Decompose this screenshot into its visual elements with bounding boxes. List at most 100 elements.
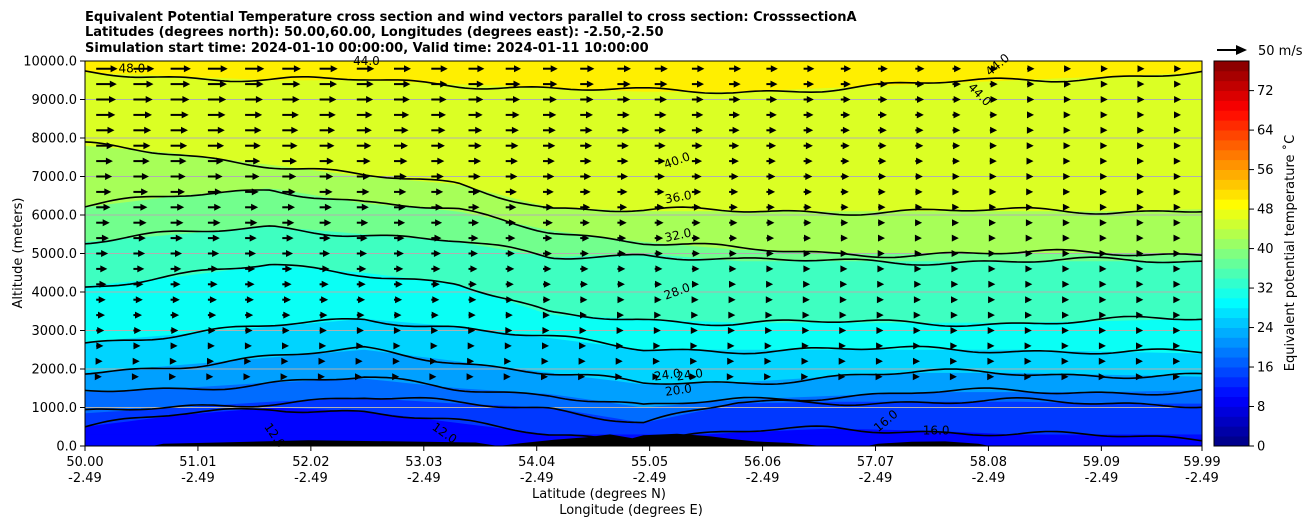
wind-vector bbox=[1061, 373, 1069, 381]
colorbar-segment bbox=[1214, 189, 1249, 200]
wind-vector bbox=[580, 96, 594, 103]
colorbar-segment bbox=[1214, 357, 1249, 368]
wind-vector bbox=[394, 188, 407, 196]
colorbar-label: Equivalent potential temperature ˚C bbox=[1282, 135, 1298, 371]
wind-vector bbox=[691, 142, 703, 150]
wind-vector bbox=[505, 96, 520, 103]
wind-vector bbox=[840, 188, 849, 196]
x-tick-label-lat: 53.03 bbox=[405, 455, 442, 470]
wind-vector bbox=[207, 342, 215, 350]
colorbar-frame bbox=[1213, 60, 1250, 447]
wind-vector bbox=[467, 357, 475, 365]
wind-vector bbox=[1173, 188, 1181, 196]
wind-vector bbox=[690, 327, 698, 334]
colorbar-segment bbox=[1214, 386, 1249, 398]
wind-vector bbox=[207, 142, 225, 150]
wind-vector bbox=[505, 157, 518, 165]
wind-vector bbox=[915, 203, 923, 211]
wind-vector bbox=[875, 373, 883, 381]
wind-vector bbox=[133, 111, 152, 119]
wind-vector bbox=[727, 342, 735, 350]
colorbar-segment bbox=[1214, 228, 1249, 240]
wind-vector bbox=[282, 280, 292, 288]
wind-vector bbox=[878, 234, 885, 242]
wind-vector bbox=[1173, 373, 1180, 381]
colorbar-segment bbox=[1214, 209, 1249, 220]
wind-vector bbox=[543, 173, 555, 180]
wind-vector bbox=[617, 173, 628, 180]
wind-vector bbox=[1025, 234, 1033, 242]
wind-vector bbox=[133, 203, 148, 211]
wind-vector bbox=[96, 173, 113, 180]
wind-vector bbox=[319, 96, 337, 103]
wind-vector bbox=[615, 357, 623, 365]
wind-vector bbox=[1137, 111, 1145, 119]
wind-vector bbox=[356, 157, 371, 165]
wind-vector bbox=[468, 173, 481, 180]
wind-vector bbox=[1173, 342, 1181, 350]
wind-vector bbox=[838, 357, 846, 365]
wind-vector bbox=[617, 80, 631, 88]
wind-vector bbox=[1173, 173, 1181, 180]
wind-vector bbox=[207, 280, 218, 288]
wind-vector bbox=[505, 80, 521, 88]
wind-vector bbox=[617, 234, 627, 242]
wind-vector bbox=[654, 188, 665, 196]
wind-vector bbox=[839, 296, 847, 304]
contour-line-20 bbox=[85, 376, 1202, 405]
wind-vector bbox=[952, 126, 961, 134]
wind-vector bbox=[394, 173, 407, 180]
wind-vector bbox=[505, 173, 518, 180]
wind-vector bbox=[728, 311, 736, 319]
wind-vector bbox=[466, 373, 474, 381]
colorbar-segment bbox=[1214, 120, 1249, 131]
wind-vector bbox=[989, 65, 998, 73]
wind-vector bbox=[988, 265, 996, 273]
wind-vector bbox=[543, 265, 552, 273]
wind-vector bbox=[170, 234, 183, 242]
wind-vector bbox=[207, 296, 217, 304]
wind-vector bbox=[654, 203, 665, 211]
wind-vector bbox=[654, 250, 663, 257]
wind-vector bbox=[803, 234, 811, 242]
wind-vector bbox=[764, 373, 772, 381]
colorbar-segment bbox=[1214, 258, 1249, 269]
wind-vector bbox=[282, 311, 291, 319]
wind-vector bbox=[243, 373, 251, 381]
wind-vector bbox=[1135, 357, 1143, 365]
contour-line-40 bbox=[85, 189, 1202, 259]
wind-vector bbox=[245, 296, 254, 304]
contour-label: 32.0 bbox=[664, 226, 693, 245]
colorbar-tick-label: 64 bbox=[1257, 124, 1274, 139]
wind-vector bbox=[96, 234, 109, 242]
wind-vector bbox=[282, 219, 295, 227]
wind-vector bbox=[952, 80, 961, 88]
colorbar-segment bbox=[1214, 317, 1249, 328]
wind-vector bbox=[1062, 219, 1070, 227]
wind-vector bbox=[1136, 296, 1144, 304]
colorbar-segment bbox=[1214, 416, 1249, 427]
wind-vector bbox=[989, 157, 997, 165]
wind-vector bbox=[579, 342, 587, 350]
wind-vector bbox=[987, 311, 995, 319]
wind-vector bbox=[468, 203, 480, 211]
wind-vector bbox=[1099, 311, 1107, 319]
x-tick-label-lon: -2.49 bbox=[520, 471, 554, 486]
wind-vector bbox=[356, 296, 366, 304]
wind-vector bbox=[691, 126, 703, 134]
wind-vector bbox=[170, 126, 188, 134]
wind-vector bbox=[580, 126, 593, 134]
wind-vector bbox=[803, 265, 811, 273]
wind-vector bbox=[580, 265, 589, 273]
x-tick-label-lon: -2.49 bbox=[181, 471, 215, 486]
wind-vector bbox=[876, 311, 884, 319]
wind-vector bbox=[96, 96, 116, 103]
colorbar-segment bbox=[1214, 278, 1249, 289]
wind-vector bbox=[245, 203, 259, 211]
chart-title-line-3: Simulation start time: 2024-01-10 00:00:… bbox=[85, 41, 649, 56]
x-tick-label-lat: 52.02 bbox=[292, 455, 329, 470]
wind-vector bbox=[617, 157, 629, 165]
wind-vector bbox=[542, 342, 549, 350]
wind-vector bbox=[580, 142, 593, 150]
wind-vector bbox=[652, 373, 660, 381]
